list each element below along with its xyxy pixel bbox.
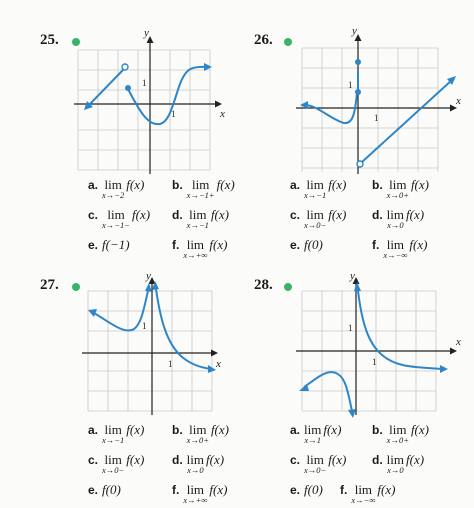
tick-label-x1: 1 <box>168 359 173 369</box>
part-a: a. lim x→−2 f(x) <box>88 177 145 200</box>
part-f: f. lim x→−∞ f(x) <box>340 482 396 505</box>
y-axis-label: y <box>351 25 357 37</box>
part-d: d. lim x→−1 f(x) <box>172 207 229 230</box>
tick-label-x1: 1 <box>372 357 377 367</box>
curve-arrow-icon <box>204 63 212 71</box>
curve-left-branch <box>303 371 353 412</box>
part-c: c. lim x→0− f(x) <box>290 452 347 475</box>
x-axis-arrow-icon <box>450 347 457 355</box>
part-e: e. f(0) <box>290 482 323 497</box>
x-axis-label: x <box>219 108 225 120</box>
x-axis-arrow-icon <box>450 104 457 112</box>
y-axis-arrow-icon <box>352 277 360 284</box>
y-axis-arrow-icon <box>146 36 154 43</box>
curve-right-segment <box>127 65 209 126</box>
problem-26: 26. y x 1 1 a. lim x→−1 f(x) <box>240 0 472 260</box>
curve-right-line <box>361 79 453 163</box>
problem-number: 27. <box>40 277 59 293</box>
curve-arrow-icon <box>84 101 93 110</box>
curve-arrow-icon <box>440 365 448 373</box>
part-a: a. lim x→1 f(x) <box>290 422 342 445</box>
closed-point-marker <box>355 89 361 95</box>
y-axis-label: y <box>145 270 151 282</box>
part-a: a. lim x→−1 f(x) <box>290 177 347 200</box>
closed-point-marker <box>355 59 361 65</box>
curve-right-branch <box>155 288 211 370</box>
part-b: b. lim x→0+ f(x) <box>372 177 429 200</box>
curve-arrow-icon <box>348 409 356 418</box>
curve-arrow-icon <box>152 281 159 290</box>
curve-arrow-icon <box>88 309 97 317</box>
problem-number: 28. <box>254 277 273 293</box>
tick-label-y1: 1 <box>142 321 147 331</box>
part-e: e. f(0) <box>290 237 323 252</box>
tick-label-x1: 1 <box>171 109 176 119</box>
green-bullet-icon <box>72 283 80 291</box>
tick-label-x1: 1 <box>374 113 379 123</box>
y-axis-arrow-icon <box>148 277 156 284</box>
problem-27: 27. y x 1 1 a. lim x→−1 f(x) b. l <box>0 255 232 505</box>
y-axis-label: y <box>349 270 355 282</box>
part-b: b. lim x→0+ f(x) <box>172 422 229 445</box>
graph-28: y x 1 1 <box>296 270 461 418</box>
green-bullet-icon <box>72 38 80 46</box>
part-d: d. lim x→0 f(x) <box>372 207 425 230</box>
curve-arrow-icon <box>145 283 152 292</box>
curve-arrow-icon <box>447 76 456 85</box>
curve-arrow-icon <box>300 101 308 109</box>
graph-27: y x 1 1 <box>82 270 221 415</box>
curve-arrow-icon <box>354 282 361 291</box>
x-axis-label: x <box>455 336 461 348</box>
curve-left-branch <box>305 91 358 125</box>
x-axis-arrow-icon <box>215 100 222 108</box>
problem-number: 26. <box>254 32 273 48</box>
part-c: c. lim x→0− f(x) <box>88 452 145 475</box>
tick-label-y1: 1 <box>142 78 147 88</box>
x-axis-label: x <box>455 95 461 107</box>
y-axis-label: y <box>143 27 149 39</box>
x-axis-label: x <box>215 358 221 370</box>
part-f: f. lim x→+∞ f(x) <box>172 482 228 505</box>
curve-right-branch <box>357 290 443 370</box>
problem-28: 28. y x 1 1 a. lim x→1 f(x) <box>240 255 472 505</box>
problem-number: 25. <box>40 32 59 48</box>
y-axis-arrow-icon <box>354 34 362 41</box>
open-point-marker <box>121 63 129 71</box>
tick-label-y1: 1 <box>348 323 353 333</box>
part-f: f. lim x→−∞ f(x) <box>372 237 428 260</box>
curve-arrow-icon <box>299 384 309 391</box>
part-f: f. lim x→+∞ f(x) <box>172 237 228 260</box>
part-c: c. lim x→−1− f(x) <box>88 207 151 230</box>
part-b: b. lim x→−1+ f(x) <box>172 177 235 200</box>
tick-label-y1: 1 <box>348 80 353 90</box>
graph-25: y x 1 1 <box>74 27 225 174</box>
part-c: c. lim x→0− f(x) <box>290 207 347 230</box>
part-b: b. lim x→0+ f(x) <box>372 422 429 445</box>
curve-arrow-icon <box>208 365 216 373</box>
part-d: d. lim x→0 f(x) <box>172 452 225 475</box>
green-bullet-icon <box>284 283 292 291</box>
curve-left-segment <box>87 69 124 107</box>
problem-25: 25. y x 1 1 a. lim x→−2 f(x) <box>0 0 235 260</box>
part-d: d. lim x→0 f(x) <box>372 452 425 475</box>
part-e: e. f(0) <box>88 482 121 497</box>
closed-point-marker <box>125 85 131 91</box>
curve-left-branch <box>93 290 149 332</box>
green-bullet-icon <box>284 38 292 46</box>
graph-26: y x 1 1 <box>296 25 461 174</box>
open-point-marker <box>356 160 364 168</box>
part-a: a. lim x→−1 f(x) <box>88 422 145 445</box>
part-e: e. f(−1) <box>88 237 130 252</box>
x-axis-arrow-icon <box>211 349 218 357</box>
